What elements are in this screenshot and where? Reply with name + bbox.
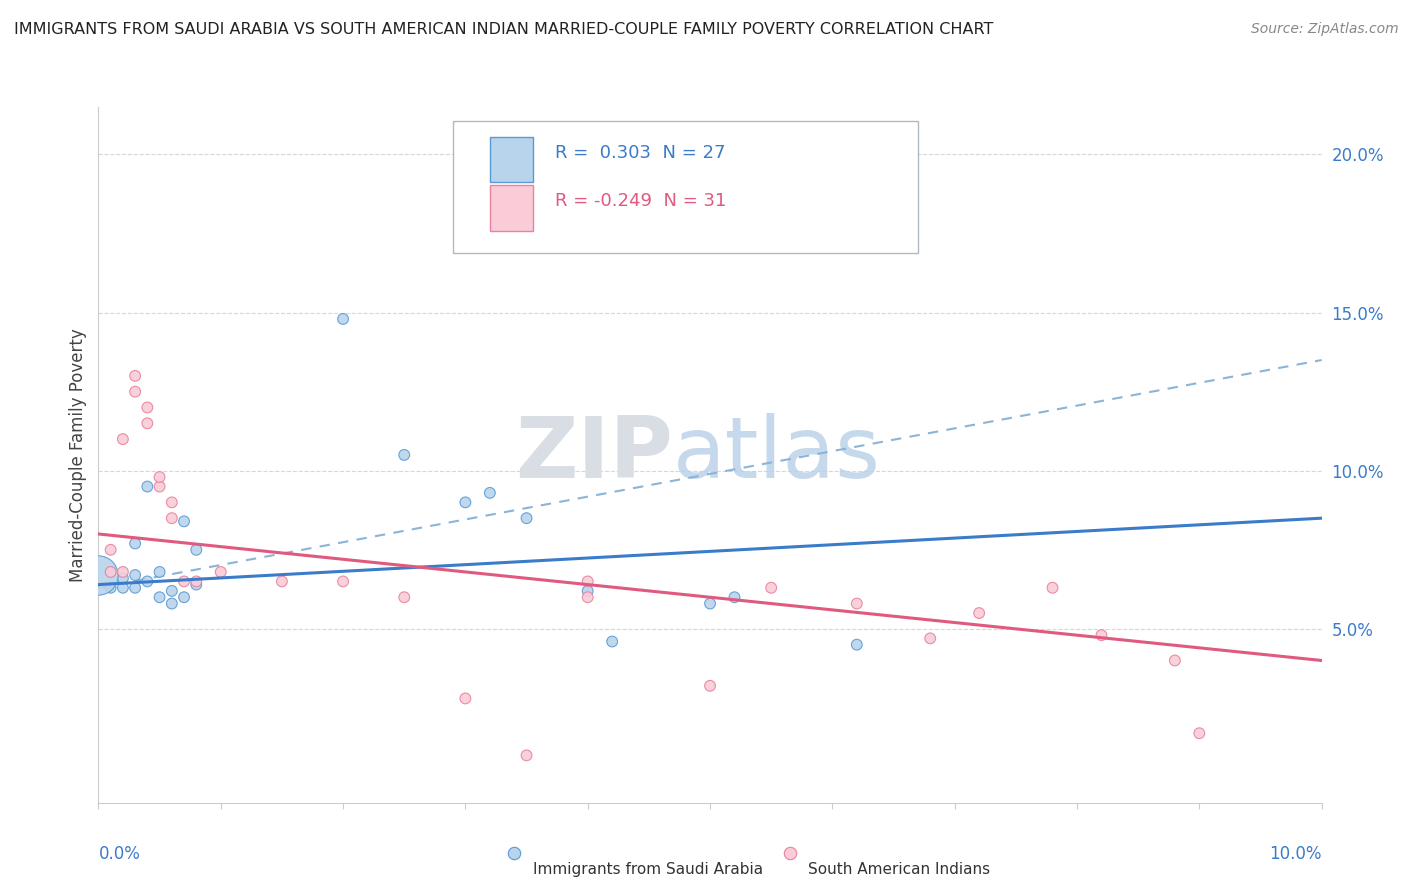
Text: 0.0%: 0.0% — [98, 845, 141, 863]
Point — [173, 574, 195, 589]
Point — [124, 368, 146, 383]
Point — [392, 448, 416, 462]
Text: 10.0%: 10.0% — [1270, 845, 1322, 863]
Point — [149, 591, 172, 605]
Point — [270, 574, 292, 589]
Text: R = -0.249  N = 31: R = -0.249 N = 31 — [555, 193, 725, 211]
Point — [1090, 628, 1112, 642]
Point — [160, 495, 183, 509]
Point — [111, 432, 134, 446]
Text: IMMIGRANTS FROM SAUDI ARABIA VS SOUTH AMERICAN INDIAN MARRIED-COUPLE FAMILY POVE: IMMIGRANTS FROM SAUDI ARABIA VS SOUTH AM… — [14, 22, 994, 37]
Point — [845, 597, 868, 611]
Text: South American Indians: South American Indians — [808, 862, 990, 877]
Point — [136, 479, 159, 493]
Point — [576, 574, 599, 589]
Point — [332, 574, 354, 589]
Point — [100, 565, 122, 579]
FancyBboxPatch shape — [453, 121, 918, 253]
Point — [1164, 653, 1187, 667]
FancyBboxPatch shape — [489, 136, 533, 182]
Point — [100, 542, 122, 557]
Point — [111, 565, 134, 579]
Point — [87, 568, 110, 582]
Text: Source: ZipAtlas.com: Source: ZipAtlas.com — [1251, 22, 1399, 37]
Point — [478, 486, 501, 500]
Point — [759, 581, 782, 595]
Point — [111, 571, 134, 585]
Text: R =  0.303  N = 27: R = 0.303 N = 27 — [555, 144, 725, 161]
Point — [124, 581, 146, 595]
Point — [699, 597, 721, 611]
Point — [149, 470, 172, 484]
Text: atlas: atlas — [673, 413, 882, 497]
Point — [186, 574, 208, 589]
Point — [186, 577, 208, 591]
Point — [160, 511, 183, 525]
Point — [100, 581, 122, 595]
Point — [149, 565, 172, 579]
Point — [332, 312, 354, 326]
Point — [1042, 581, 1064, 595]
Point — [136, 401, 159, 415]
Point — [845, 638, 868, 652]
Point — [454, 495, 477, 509]
Point — [136, 417, 159, 431]
Point — [209, 565, 232, 579]
Point — [920, 632, 942, 646]
Point — [967, 606, 990, 620]
Y-axis label: Married-Couple Family Poverty: Married-Couple Family Poverty — [69, 328, 87, 582]
Point — [454, 691, 477, 706]
Point — [186, 542, 208, 557]
Point — [173, 514, 195, 528]
Point — [124, 568, 146, 582]
Point — [576, 591, 599, 605]
Point — [600, 634, 623, 648]
Point — [173, 591, 195, 605]
Point — [100, 565, 122, 579]
Point — [516, 511, 538, 525]
Point — [136, 574, 159, 589]
Point — [149, 479, 172, 493]
Point — [124, 536, 146, 550]
Point — [516, 748, 538, 763]
Text: ZIP: ZIP — [516, 413, 673, 497]
Point — [1188, 726, 1211, 740]
FancyBboxPatch shape — [489, 186, 533, 230]
Point — [160, 583, 183, 598]
Text: Immigrants from Saudi Arabia: Immigrants from Saudi Arabia — [533, 862, 763, 877]
Point — [124, 384, 146, 399]
Point — [699, 679, 721, 693]
Point — [576, 583, 599, 598]
Point — [160, 597, 183, 611]
Point — [723, 591, 745, 605]
Point — [111, 581, 134, 595]
Point — [392, 591, 416, 605]
